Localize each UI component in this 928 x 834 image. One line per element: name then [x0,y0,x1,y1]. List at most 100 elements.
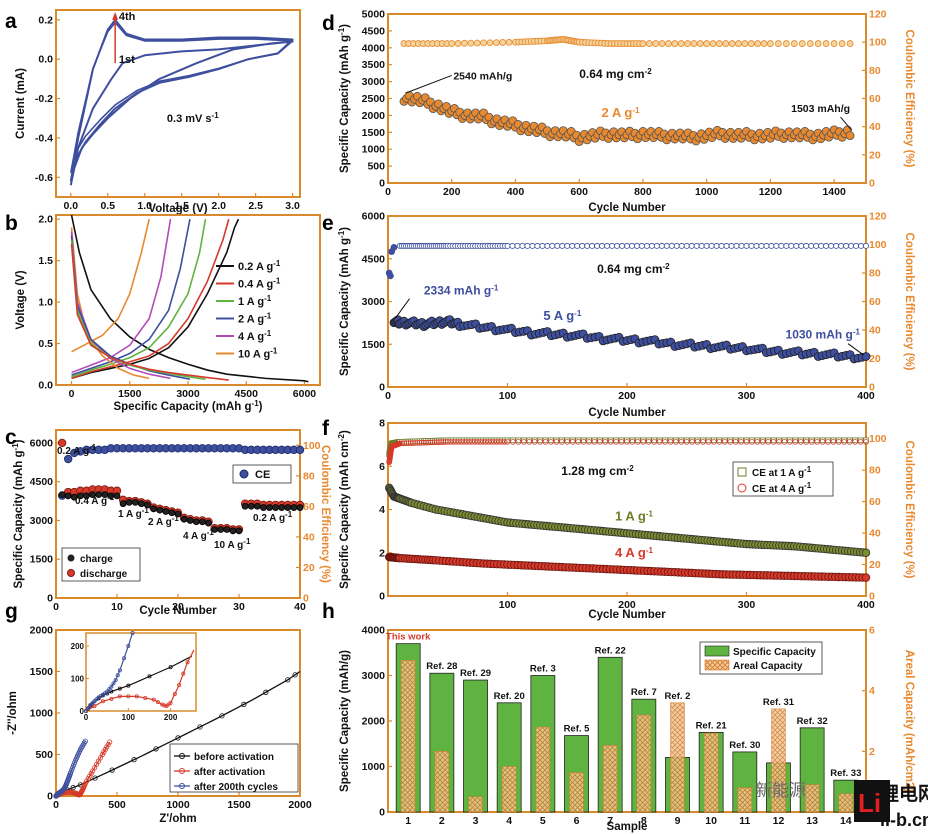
panel-e-annotation-rate: 5 A g-1 [543,308,581,323]
panel-c-ce-legend-label: CE [255,469,270,481]
panel-c-y2tick-label: 20 [303,562,315,574]
panel-f-xtick-label: 100 [499,599,517,611]
panel-g-series-point-3 [71,760,78,766]
panel-d-ce-point [480,39,488,47]
panel-g-inset-point-1 [117,686,122,691]
panel-b-ytick-label: 1.5 [38,255,53,267]
panel-f-ce4-point [825,439,831,445]
panel-e-ce-point [579,242,586,249]
panel-b-curve-3 [71,218,230,380]
panel-e-y2tick-label: 40 [869,325,881,337]
panel-f-y2tick-label: 60 [869,496,881,508]
panel-f-ce1-point [591,437,598,444]
panel-h-xlabel: Sample [607,821,648,833]
panel-f-ce4-point [683,439,690,445]
panel-e-ce-point [544,242,551,249]
panel-f-ce1-point [683,437,690,444]
panel-f-ce4-point [504,439,511,445]
panel-g-inset-point-2 [134,694,139,699]
panel-g-series-point-3 [82,738,88,744]
panel-d-ce-point [814,40,822,47]
panel-e-ce-point [818,242,825,249]
panel-d-ce-point [505,38,513,46]
panel-c-rate-label-4: 2 A g-1 [148,514,179,528]
panel-f-ytick-label: 2 [379,547,385,559]
panel-label-b: b [5,212,18,235]
panel-f-ce4-point [759,439,766,445]
panel-b-curve-2 [71,218,240,380]
panel-g-series-point-1 [70,785,76,791]
panel-c-legend-swatch-charge [67,554,75,562]
panel-d-xtick-label: 600 [570,186,588,198]
panel-e-ce-point [713,242,720,249]
watermark-url: li-b.cn [880,810,928,830]
panel-f-ce4-point [863,439,869,445]
panel-f-ce1-point [575,437,581,444]
panel-f-ce1-point [743,437,750,444]
panel-b-legend-label-1: 0.2 A g-1 [238,259,281,273]
panel-c-charge-point [241,502,249,510]
panel-g-inset-point-3 [105,689,110,694]
panel-f-ce4-point [602,439,609,445]
panel-g-inset-point-3 [111,681,116,686]
panel-c-charge-point [156,506,164,514]
panel-f-ce1-point [651,437,657,444]
panel-f-ce4-point [501,439,508,445]
panel-f-ce1-point [787,437,793,444]
panel-c-charge-point [174,510,182,518]
panel-f-ce1-point [776,437,782,444]
panel-c-charge-point [296,504,304,511]
panel-h-xtick-label: 9 [675,815,681,827]
panel-e-ce-point [768,242,775,249]
panel-f-ce1-point [515,437,522,444]
panel-e-ce-point [803,242,810,249]
panel-d-xtick-label: 400 [507,186,525,198]
panel-e-ce-point [624,242,631,249]
panel-f-ce1-point [863,437,869,444]
panel-e-ce-point [574,242,581,249]
panel-b-ytick-label: 0.5 [38,338,53,350]
panel-e-ce-point [863,242,870,249]
panel-f-ce4-point [466,439,473,445]
panel-e-ce-point [663,242,670,249]
panel-e-y2tick-label: 80 [869,268,881,280]
panel-e-xtick-label: 300 [738,390,756,402]
panel-f-ce1-point [586,437,592,444]
panel-f-ce1-point [526,437,533,444]
panel-f-ce4-point [416,440,423,446]
panel-h-xtick-label: 3 [473,815,479,827]
panel-e-ce-point [514,242,521,249]
panel-f-ce4-point [857,439,864,445]
panel-f-ce4-point [689,439,695,445]
panel-b-curve-7 [71,218,150,353]
panel-e-ce-point [549,242,556,249]
panel-d-y2label: Coulombic Efficiency (%) [903,29,915,167]
panel-e-ce-point [703,242,710,249]
panel-b-xtick-label: 1500 [118,388,142,400]
panel-f-ce4-point [537,439,543,445]
panel-label-h: h [322,600,335,623]
panel-f-ce4-point [765,439,772,445]
panel-f-ce4-point [819,439,826,445]
panel-f-ce4-point [553,439,560,445]
panel-d-y2tick-label: 20 [869,149,881,161]
panel-f-ce4-point [412,440,418,446]
panel-f-ce4-point [531,439,538,445]
panel-h-bar-areal-13 [804,784,820,813]
panel-f-ce4-point [711,439,717,445]
panel-f-ce4-point [667,439,674,445]
panel-f-ce4-point [559,439,565,445]
panel-d-ce-point [703,40,711,47]
panel-d-ce-point [846,40,854,47]
panel-g-series-point-1 [175,735,181,741]
panel-b-legend-label-6: 10 A g-1 [238,347,278,361]
panel-f-ce1-point [716,437,723,444]
panel-h-bar-label-14: Ref. 33 [830,768,861,779]
panel-c-ytick-label: 0 [47,593,53,605]
panel-e-ytick-label: 4500 [362,253,386,265]
panel-f-ce1-point [645,437,652,444]
panel-g-xlabel: Z'/ohm [159,813,196,825]
panel-c-ytick-label: 3000 [30,515,54,527]
panel-e-ce-point [504,242,511,249]
panel-b-frame [55,214,321,386]
